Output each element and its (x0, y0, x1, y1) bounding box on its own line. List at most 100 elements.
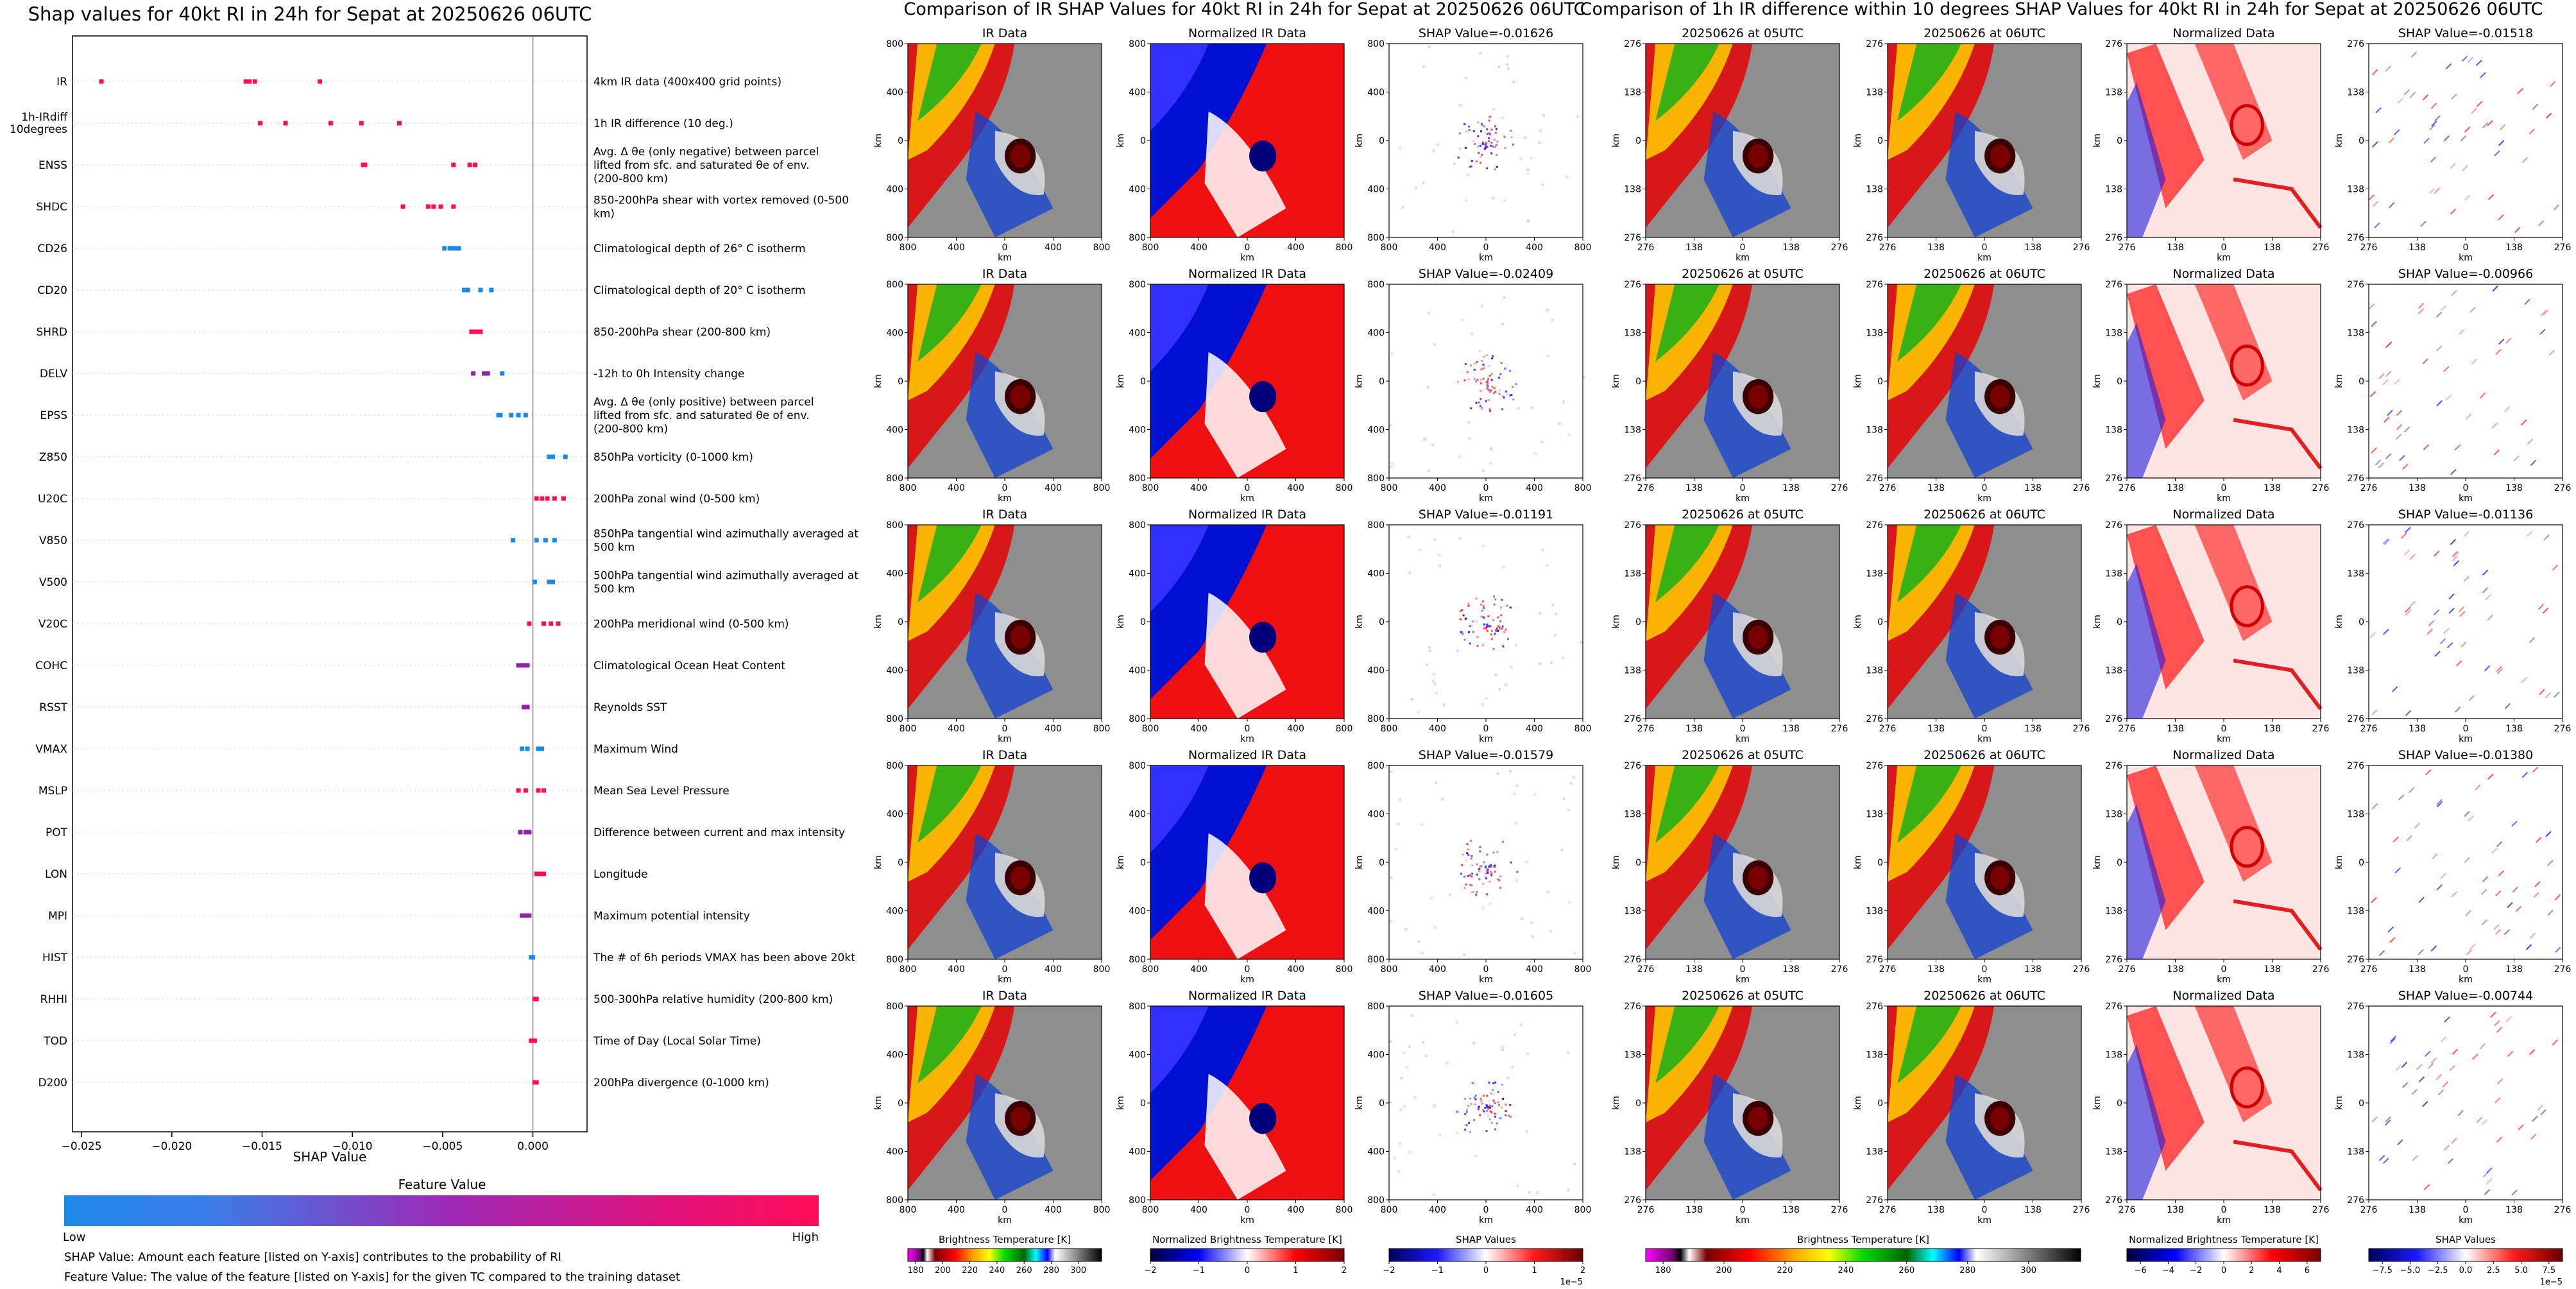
x-tick-label: 800 (1093, 483, 1111, 493)
shap-pixel (1471, 855, 1473, 857)
x-tick-label: 276 (1831, 724, 1848, 734)
shap-point (447, 246, 452, 251)
shap-streak (2482, 876, 2489, 882)
shap-streak (2386, 341, 2393, 348)
shap-streak (2529, 1049, 2536, 1055)
x-tick-label: 0 (2221, 964, 2227, 975)
shap-pixel (1498, 879, 1501, 882)
shap-pixel-faint (1502, 565, 1505, 568)
shap-pixel (1475, 597, 1478, 600)
storm-core-inner (1990, 385, 2010, 409)
shap-streak (2420, 221, 2427, 227)
shap-pixel (1485, 867, 1487, 869)
shap-streak (2467, 56, 2474, 63)
feature-description: 500hPa tangential wind azimuthally avera… (593, 570, 858, 596)
shap-point (550, 454, 556, 459)
x-tick-label: 138 (2264, 243, 2281, 253)
y-axis-label: km (873, 1096, 883, 1110)
shap-pixel (1473, 1119, 1476, 1122)
x-axis-label: km (1240, 734, 1254, 744)
description-line: 1h IR difference (10 deg.) (593, 117, 733, 130)
plot-frame (72, 35, 588, 1132)
shap-point (547, 454, 552, 459)
storm-core-inner (1748, 626, 1768, 649)
shap-pixel-faint (1475, 620, 1478, 623)
shap-pixel (1493, 387, 1496, 389)
x-axis-label: km (1479, 975, 1493, 985)
shap-pixel (1495, 629, 1497, 631)
cloud-band-green (917, 284, 982, 362)
shap-pixel (1480, 1100, 1483, 1102)
y-tick-label: 800 (886, 520, 903, 531)
x-tick-label: 276 (2119, 1205, 2136, 1215)
shap-pixel-faint (1390, 352, 1394, 355)
y-tick-label: 400 (1129, 666, 1146, 676)
cloud-band-green (1897, 284, 1961, 362)
shap-pixel (1503, 397, 1505, 399)
colorbar-label: Brightness Temperature [K] (939, 1234, 1071, 1245)
shap-pixel (1468, 166, 1471, 168)
shap-pixel (1472, 130, 1475, 132)
feature-label: SHDC (36, 201, 67, 214)
y-tick-label: 0 (898, 136, 903, 146)
subplot-title: IR Data (982, 26, 1027, 40)
x-tick-label: 0 (1002, 724, 1008, 734)
shap-pixel (1467, 848, 1469, 851)
shap-pixel (1487, 382, 1489, 385)
shap-streak (2446, 642, 2453, 649)
shap-pixel (1474, 1103, 1476, 1105)
shap-pixel-faint (1502, 134, 1505, 137)
row-gridlines (73, 81, 587, 1083)
shap-streak (2469, 307, 2476, 313)
image-diffn (2126, 765, 2323, 960)
shap-pixel (1469, 839, 1472, 842)
x-tick-label: 0.000 (517, 1140, 549, 1153)
shap-pixel (1502, 395, 1505, 398)
shap-pixel (1488, 865, 1490, 867)
feature-description: Climatological depth of 26° C isotherm (593, 243, 806, 255)
shap-pixel (1471, 864, 1474, 867)
x-axis-ticks: −0.025 −0.020 −0.015 −0.010 −0.005 0.000 (62, 1132, 549, 1153)
feature-label: RSST (39, 701, 67, 714)
y-tick-label: 138 (1624, 1050, 1641, 1061)
x-tick-label: 138 (1685, 483, 1703, 493)
y-axis-label: km (1354, 374, 1365, 388)
image-ir (907, 765, 1102, 960)
shap-pixel (1464, 146, 1467, 149)
shap-pixel (1479, 144, 1481, 147)
shap-pixel-faint (1580, 641, 1583, 644)
shap-pixel-faint (1498, 688, 1501, 691)
x-tick-label: 138 (2409, 724, 2426, 734)
shap-pixel (1501, 625, 1504, 627)
shap-streak (2452, 551, 2458, 558)
y-tick-label: 276 (2105, 520, 2122, 531)
shap-pixel-faint (1419, 549, 1422, 552)
shap-pixel-faint (1407, 535, 1410, 538)
y-tick-label: 400 (886, 425, 903, 436)
shap-pixel (1457, 157, 1460, 159)
x-tick-label: 276 (2360, 1205, 2378, 1215)
shap-pixel (1510, 1116, 1512, 1118)
y-tick-label: 276 (2347, 474, 2364, 484)
shap-pixel-faint (1568, 901, 1571, 904)
x-tick-label: 276 (2360, 243, 2378, 253)
shap-streak (2542, 608, 2548, 614)
positive-streak (2233, 899, 2323, 951)
shap-pixel-faint (1426, 663, 1429, 666)
shap-pixel-faint (1471, 332, 1474, 336)
shap-streak (2404, 549, 2410, 556)
x-tick-label: 800 (1574, 243, 1592, 253)
shap-pixel (1477, 1107, 1480, 1110)
shap-streak (2389, 201, 2395, 209)
colorbar-tick-label: 260 (1898, 1266, 1915, 1276)
y-axis-label: km (873, 855, 883, 869)
shap-streak (2371, 897, 2377, 903)
shap-streak (2545, 112, 2552, 119)
shap-pixel (1493, 866, 1496, 869)
shap-pixel (1496, 851, 1499, 853)
shap-pixel (1487, 378, 1489, 380)
shap-pixel-faint (1486, 1114, 1489, 1117)
shap-streak (2535, 837, 2542, 843)
y-tick-label: 276 (1624, 955, 1641, 965)
x-tick-label: −0.005 (422, 1140, 463, 1153)
